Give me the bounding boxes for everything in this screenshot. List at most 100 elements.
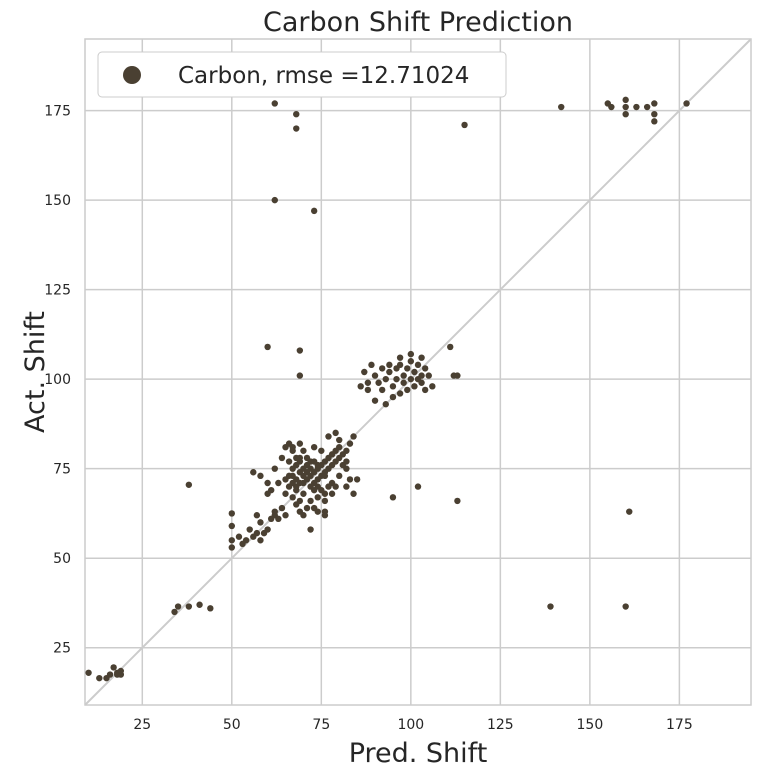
legend-marker: [123, 66, 141, 84]
data-point: [651, 118, 658, 125]
data-point: [400, 379, 407, 386]
data-point: [228, 510, 236, 517]
x-tick-label: 25: [133, 717, 151, 733]
legend-box: [97, 51, 507, 98]
data-point: [296, 440, 304, 447]
data-point: [328, 490, 336, 497]
y-tick-label: 100: [44, 372, 71, 388]
data-point: [293, 125, 300, 132]
data-point: [421, 386, 429, 394]
data-point: [336, 436, 343, 444]
data-point: [285, 458, 293, 465]
data-point: [336, 443, 343, 451]
data-point: [300, 472, 307, 480]
data-point: [407, 358, 415, 365]
data-point: [396, 390, 404, 397]
data-point: [267, 486, 275, 494]
data-point: [296, 372, 304, 379]
tick-labels: 25 50 75 100 125 150 175 25 50 75 100 125 150 175: [44, 104, 692, 733]
data-point: [454, 372, 461, 379]
data-point: [332, 429, 339, 437]
data-point: [282, 512, 289, 519]
data-point: [314, 508, 321, 515]
data-point: [310, 486, 318, 494]
data-point: [314, 494, 321, 501]
data-point: [296, 458, 304, 465]
data-point: [310, 479, 318, 487]
data-point: [257, 519, 264, 526]
data-point: [411, 383, 418, 390]
y-tick-label: 125: [44, 283, 71, 299]
data-point: [447, 343, 454, 351]
data-point: [396, 354, 404, 361]
chart-title: Carbon Shift Prediction: [263, 7, 573, 38]
data-point: [300, 447, 307, 454]
data-point: [285, 472, 293, 480]
data-point: [318, 447, 325, 454]
y-axis-label: Act. Shift: [20, 311, 51, 433]
data-point: [307, 526, 314, 533]
x-tick-label: 75: [312, 717, 330, 733]
data-point: [253, 512, 261, 519]
data-point: [350, 433, 357, 440]
data-point: [275, 479, 282, 487]
data-point: [622, 110, 629, 118]
data-point: [339, 461, 347, 469]
data-point: [407, 350, 415, 358]
data-point: [418, 354, 425, 361]
data-point: [411, 368, 418, 376]
data-point: [389, 383, 397, 390]
data-point: [174, 603, 182, 610]
data-point: [393, 375, 400, 383]
data-point: [382, 401, 389, 408]
data-point: [303, 504, 311, 512]
legend: Carbon, rmse =12.71024: [97, 51, 507, 98]
data-point: [257, 472, 264, 480]
data-point: [364, 386, 372, 394]
data-point: [332, 483, 339, 490]
data-point: [418, 372, 425, 379]
data-point: [278, 454, 286, 462]
data-point: [400, 372, 407, 379]
data-point: [325, 483, 332, 490]
data-point: [386, 368, 393, 376]
data-point: [350, 490, 357, 497]
data-point: [271, 196, 278, 204]
data-point: [171, 608, 178, 616]
data-point: [633, 103, 640, 111]
plot-frame: [84, 38, 752, 706]
data-point: [378, 365, 386, 372]
data-point: [368, 361, 375, 369]
x-axis-label: Pred. Shift: [349, 738, 488, 769]
data-point: [683, 100, 690, 107]
data-point: [321, 472, 329, 480]
data-point: [310, 207, 318, 215]
data-point: [346, 440, 354, 447]
data-point: [321, 512, 329, 519]
data-point: [110, 664, 117, 671]
data-point: [375, 379, 382, 386]
data-point: [321, 497, 329, 505]
x-tick-label: 100: [397, 717, 424, 733]
data-point: [300, 490, 307, 497]
data-point: [264, 343, 271, 351]
x-tick-label: 50: [223, 717, 241, 733]
data-point: [404, 365, 411, 372]
data-point: [622, 103, 629, 111]
data-point: [357, 383, 364, 390]
data-points: [85, 96, 690, 682]
data-point: [404, 386, 411, 394]
y-tick-label: 75: [53, 462, 71, 478]
data-point: [651, 110, 658, 118]
data-point: [425, 372, 432, 379]
data-point: [407, 375, 415, 383]
data-point: [421, 365, 429, 372]
data-point: [282, 490, 289, 497]
data-point: [622, 96, 629, 104]
data-point: [389, 393, 397, 401]
data-point: [364, 379, 372, 386]
data-point: [651, 100, 658, 107]
data-point: [285, 440, 293, 447]
y-tick-label: 175: [44, 104, 71, 120]
